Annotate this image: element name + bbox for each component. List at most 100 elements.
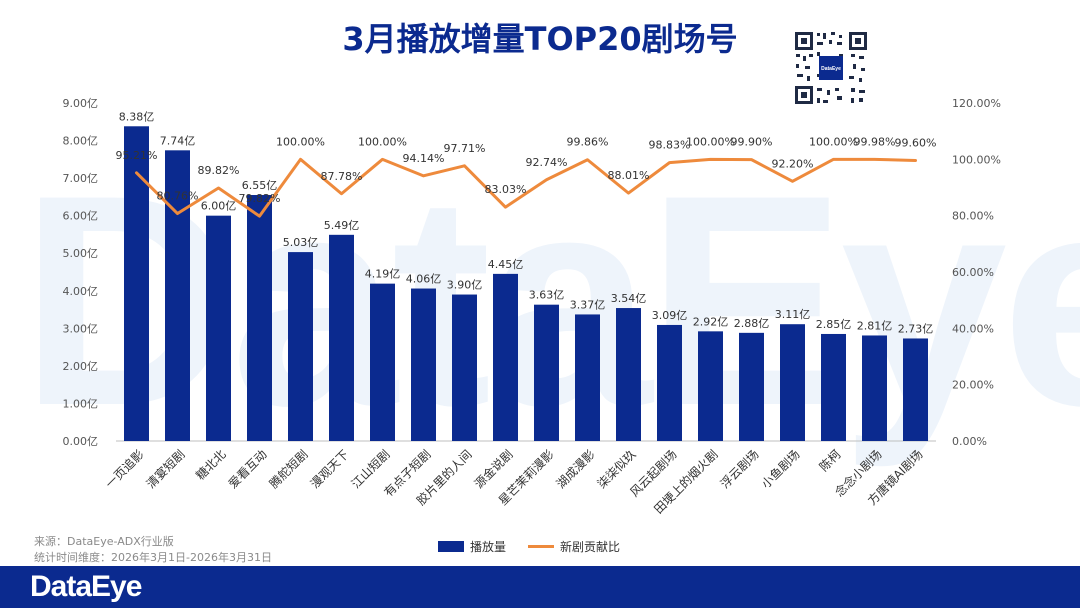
bar-value-label: 6.00亿: [201, 200, 237, 213]
bar: [903, 338, 928, 441]
bar: [124, 126, 149, 441]
legend-label-ratio: 新剧贡献比: [560, 540, 621, 554]
ratio-value-label: 99.60%: [895, 136, 937, 149]
bar-value-label: 5.03亿: [283, 236, 319, 249]
bar: [206, 215, 231, 441]
bar-value-label: 2.92亿: [693, 315, 729, 328]
ratio-value-label: 80.76%: [157, 190, 199, 203]
ratio-value-label: 92.20%: [772, 157, 814, 170]
bar-value-label: 4.45亿: [488, 258, 524, 271]
bar-value-label: 5.49亿: [324, 219, 360, 232]
y-left-tick-label: 3.00亿: [63, 322, 99, 335]
y-right-tick-label: 0.00%: [952, 435, 987, 448]
y-right-tick-label: 40.00%: [952, 322, 994, 335]
y-right-tick-label: 120.00%: [952, 97, 1001, 110]
y-left-tick-label: 5.00亿: [63, 247, 99, 260]
bar: [493, 273, 518, 441]
bar-value-label: 6.55亿: [242, 179, 278, 192]
bar: [657, 324, 682, 441]
category-label: 一页追影: [102, 447, 147, 492]
ratio-value-label: 100.00%: [686, 135, 735, 148]
bar-value-label: 4.06亿: [406, 273, 442, 286]
bar: [329, 234, 354, 441]
source-note: 来源：DataEye-ADX行业版 统计时间维度：2026年3月1日-2026年…: [34, 534, 272, 566]
bar-value-label: 8.38亿: [119, 110, 155, 123]
page-title: 3月播放增量TOP20剧场号: [342, 20, 738, 58]
bar-value-label: 3.90亿: [447, 279, 483, 292]
bar-value-label: 2.73亿: [898, 322, 934, 335]
qr-code-icon: DataEye: [793, 30, 869, 106]
bar: [575, 314, 600, 441]
ratio-line: [135, 157, 917, 218]
category-label: 清宴短剧: [143, 447, 188, 492]
bar: [862, 335, 887, 441]
bar-value-label: 2.85亿: [816, 318, 852, 331]
y-left-tick-label: 7.00亿: [63, 172, 99, 185]
bar-value-label: 3.11亿: [775, 308, 811, 321]
bar: [739, 332, 764, 441]
category-label: 小鱼剧场: [759, 447, 803, 491]
category-label: 湖成漫影: [553, 447, 598, 492]
ratio-value-label: 89.82%: [198, 164, 240, 177]
legend-line-swatch: [528, 545, 555, 548]
ratio-value-label: 97.71%: [444, 142, 486, 155]
bar: [616, 308, 641, 441]
ratio-value-label: 100.00%: [809, 135, 858, 148]
y-left-tick-label: 8.00亿: [63, 135, 99, 148]
bar: [534, 304, 559, 441]
bar-value-label: 3.54亿: [611, 292, 647, 305]
category-label: 漫观天下: [308, 447, 352, 491]
bar-value-label: 4.19亿: [365, 268, 401, 281]
bar: [165, 150, 190, 441]
ratio-value-label: 87.78%: [321, 170, 363, 183]
bar: [698, 331, 723, 441]
bar-value-label: 3.37亿: [570, 298, 606, 311]
y-right-tick-label: 60.00%: [952, 266, 994, 279]
svg-text:DataEye: DataEye: [821, 66, 841, 72]
ratio-value-label: 99.98%: [854, 135, 896, 148]
bar: [780, 324, 805, 441]
ratio-value-label: 95.21%: [116, 149, 158, 162]
footer-bar: DataEye: [0, 566, 1080, 608]
ratio-value-label: 88.01%: [608, 169, 650, 182]
y-left-tick-label: 4.00亿: [63, 285, 99, 298]
y-left-tick-label: 6.00亿: [63, 210, 99, 223]
ratio-value-label: 100.00%: [276, 135, 325, 148]
legend-bar-swatch: [438, 541, 464, 552]
category-label: 浮云剧场: [718, 447, 762, 491]
bar: [288, 252, 313, 441]
ratio-value-label: 99.86%: [567, 136, 609, 149]
chart: 0.00亿 1.00亿 2.00亿 3.00亿 4.00亿 5.00亿 6.00亿 7.00亿…: [63, 97, 1001, 517]
dataeye-logo: DataEye: [30, 570, 142, 603]
y-right-tick-label: 80.00%: [952, 210, 994, 223]
bar-value-label: 2.81亿: [857, 319, 893, 332]
y-left-tick-label: 2.00亿: [63, 360, 99, 373]
y-left-tick-label: 9.00亿: [63, 97, 99, 110]
y-left-tick-label: 0.00亿: [63, 435, 99, 448]
category-label: 腾舵短剧: [266, 447, 311, 492]
bar-value-label: 3.63亿: [529, 289, 565, 302]
source-line: 来源：DataEye-ADX行业版: [34, 535, 174, 548]
ratio-value-label: 99.90%: [731, 136, 773, 149]
bar: [452, 294, 477, 441]
ratio-value-label: 79.82%: [239, 192, 281, 205]
category-label: 爱看互动: [226, 447, 270, 491]
chart-legend: 播放量 新剧贡献比: [438, 538, 620, 555]
y-right-tick-label: 100.00%: [952, 153, 1001, 166]
ratio-value-label: 92.74%: [526, 156, 568, 169]
ratio-value-label: 83.03%: [485, 183, 527, 196]
ratio-value-label: 98.83%: [649, 139, 691, 152]
y-right-tick-label: 20.00%: [952, 379, 994, 392]
ratio-value-label: 100.00%: [358, 135, 407, 148]
category-label: 陈柯: [816, 447, 844, 475]
legend-label-plays: 播放量: [470, 540, 507, 554]
y-left-tick-label: 1.00亿: [63, 397, 99, 410]
bar: [821, 333, 846, 441]
bar: [411, 288, 436, 441]
period-line: 统计时间维度：2026年3月1日-2026年3月31日: [34, 551, 272, 564]
category-label: 糖北北: [193, 447, 229, 483]
bar: [370, 283, 395, 441]
bar-value-label: 2.88亿: [734, 317, 770, 330]
bar-value-label: 3.09亿: [652, 309, 688, 322]
bar-value-label: 7.74亿: [160, 134, 196, 147]
